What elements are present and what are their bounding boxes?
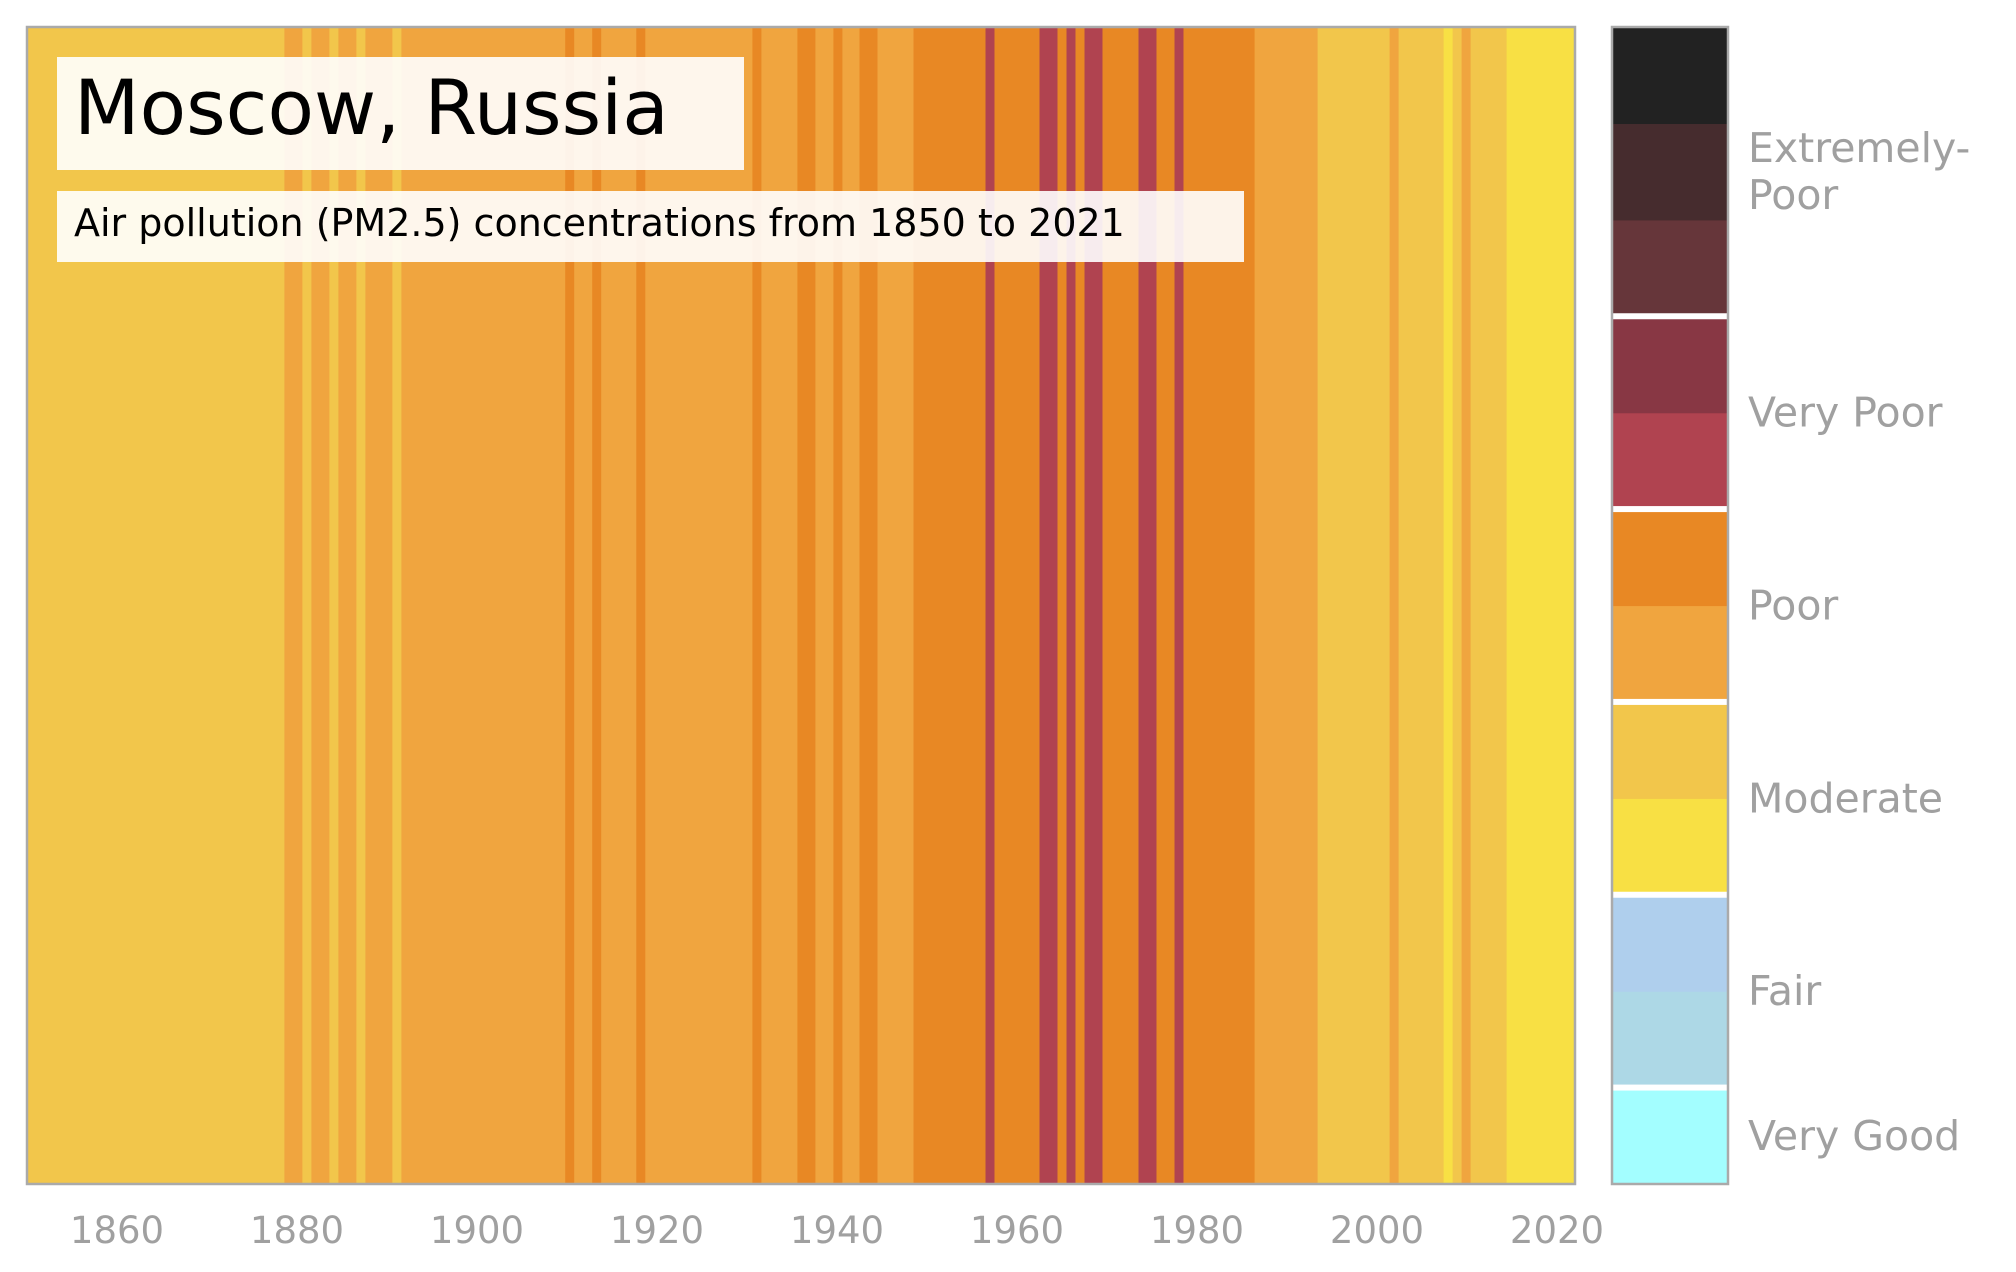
stripe-34 bbox=[1156, 27, 1176, 1184]
x-tick-label-2020: 2020 bbox=[1510, 1209, 1604, 1252]
stripe-27 bbox=[1039, 27, 1059, 1184]
stripe-28 bbox=[1057, 27, 1068, 1184]
legend-swatch-very-poor-low bbox=[1612, 412, 1728, 510]
legend-swatch-fair-high bbox=[1612, 894, 1728, 992]
stripe-38 bbox=[1317, 27, 1391, 1184]
stripe-21 bbox=[842, 27, 861, 1184]
x-axis-ticks: 1860 1880 1900 1920 1940 1960 1980 2000 2020 bbox=[70, 1209, 1604, 1252]
legend-label-poor: Poor bbox=[1748, 582, 1838, 630]
title-box bbox=[57, 57, 744, 170]
legend-swatch-extremely-poor-3 bbox=[1612, 27, 1728, 125]
legend-colorbar: Very Good Fair Moderate Poor Very Poor Extrem… bbox=[1610, 25, 1970, 1186]
stripe-22 bbox=[859, 27, 879, 1184]
x-tick-label-1900: 1900 bbox=[430, 1209, 524, 1252]
stripe-33 bbox=[1138, 27, 1158, 1184]
stripe-14 bbox=[636, 27, 646, 1184]
legend-label-fair: Fair bbox=[1748, 967, 1821, 1015]
legend-label-very-poor: Very Poor bbox=[1748, 389, 1943, 437]
x-tick-label-1920: 1920 bbox=[610, 1209, 704, 1252]
legend-separator-2 bbox=[1612, 891, 1728, 898]
stripe-29 bbox=[1066, 27, 1077, 1184]
stripe-5 bbox=[338, 27, 357, 1184]
stripe-11 bbox=[574, 27, 593, 1184]
legend-label-very-good: Very Good bbox=[1748, 1112, 1960, 1160]
legend-label-moderate: Moderate bbox=[1748, 774, 1943, 822]
legend-swatch-moderate-low bbox=[1612, 798, 1728, 896]
legend-separator-5 bbox=[1612, 313, 1728, 320]
stripe-45 bbox=[1479, 27, 1508, 1184]
legend-swatch-poor-low bbox=[1612, 605, 1728, 703]
stripe-39 bbox=[1389, 27, 1400, 1184]
stripe-1 bbox=[284, 27, 303, 1184]
x-tick-label-2000: 2000 bbox=[1330, 1209, 1424, 1252]
x-tick-label-1940: 1940 bbox=[790, 1209, 884, 1252]
legend-swatch-extremely-poor-2 bbox=[1612, 123, 1728, 221]
stripe-6 bbox=[356, 27, 366, 1184]
stripe-25 bbox=[985, 27, 996, 1184]
legend-swatch-moderate-high bbox=[1612, 701, 1728, 799]
stripe-12 bbox=[592, 27, 602, 1184]
stripe-3 bbox=[311, 27, 330, 1184]
plot-frame bbox=[25, 25, 1577, 1186]
legend-swatch-very-poor-high bbox=[1612, 316, 1728, 414]
stripe-35 bbox=[1174, 27, 1185, 1184]
stripe-31 bbox=[1084, 27, 1104, 1184]
legend-swatch-very-good bbox=[1612, 1087, 1728, 1185]
legend-swatch-fair-low bbox=[1612, 991, 1728, 1089]
legend-swatch-poor-high bbox=[1612, 509, 1728, 607]
stripe-4 bbox=[329, 27, 339, 1184]
legend-separator-3 bbox=[1612, 698, 1728, 705]
x-tick-label-1860: 1860 bbox=[70, 1209, 164, 1252]
stripe-18 bbox=[797, 27, 816, 1184]
subtitle-box bbox=[57, 191, 1244, 262]
stripe-8 bbox=[392, 27, 402, 1184]
stripe-41 bbox=[1443, 27, 1454, 1184]
stripe-40 bbox=[1398, 27, 1445, 1184]
stripe-42 bbox=[1452, 27, 1463, 1184]
stripe-19 bbox=[815, 27, 834, 1184]
stripe-37 bbox=[1254, 27, 1319, 1184]
stripe-10 bbox=[565, 27, 575, 1184]
stripe-2 bbox=[302, 27, 312, 1184]
stripe-20 bbox=[833, 27, 843, 1184]
x-tick-label-1880: 1880 bbox=[250, 1209, 344, 1252]
chart-subtitle: Air pollution (PM2.5) concentrations fro… bbox=[74, 201, 1125, 245]
stripe-43 bbox=[1461, 27, 1472, 1184]
stripe-46 bbox=[1506, 27, 1576, 1184]
legend-frame bbox=[1610, 25, 1730, 1186]
stripe-44 bbox=[1470, 27, 1481, 1184]
legend-separator-1 bbox=[1612, 1084, 1728, 1091]
chart-title: Moscow, Russia bbox=[74, 63, 669, 152]
stripe-30 bbox=[1075, 27, 1086, 1184]
stripe-16 bbox=[752, 27, 762, 1184]
legend-label-extremely-poor: Extremely-Poor bbox=[1748, 124, 1970, 219]
legend-separator-4 bbox=[1612, 506, 1728, 513]
legend-swatch-extremely-poor-1 bbox=[1612, 219, 1728, 317]
x-tick-label-1980: 1980 bbox=[1150, 1209, 1244, 1252]
x-tick-label-1960: 1960 bbox=[970, 1209, 1064, 1252]
